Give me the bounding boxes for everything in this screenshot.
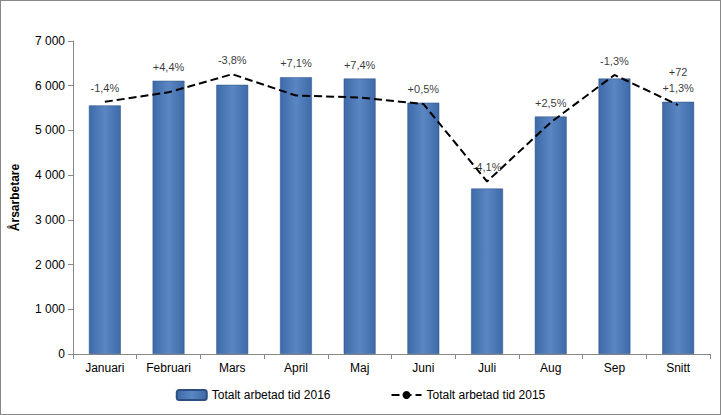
svg-text:5 000: 5 000 [35, 123, 65, 137]
svg-text:-1,4%: -1,4% [90, 82, 119, 94]
svg-text:Sep: Sep [604, 361, 626, 375]
svg-text:0: 0 [58, 347, 65, 361]
svg-text:-4,1%: -4,1% [473, 161, 502, 173]
svg-text:+1,3%: +1,3% [662, 82, 694, 94]
svg-text:Juni: Juni [412, 361, 434, 375]
svg-text:Snitt: Snitt [666, 361, 691, 375]
svg-text:Februari: Februari [146, 361, 191, 375]
svg-text:7 000: 7 000 [35, 34, 65, 48]
svg-text:-3,8%: -3,8% [218, 54, 247, 66]
svg-text:+72: +72 [669, 66, 688, 78]
svg-text:Totalt arbetad tid 2015: Totalt arbetad tid 2015 [427, 388, 546, 402]
svg-text:+7,1%: +7,1% [280, 57, 312, 69]
svg-text:+2,5%: +2,5% [535, 97, 567, 109]
svg-text:+4,4%: +4,4% [153, 61, 185, 73]
svg-text:1 000: 1 000 [35, 302, 65, 316]
svg-text:Årsarbetare: Årsarbetare [7, 163, 22, 231]
svg-text:6 000: 6 000 [35, 79, 65, 93]
svg-text:Aug: Aug [540, 361, 561, 375]
svg-text:Juli: Juli [478, 361, 496, 375]
svg-text:+7,4%: +7,4% [344, 59, 376, 71]
svg-text:2 000: 2 000 [35, 258, 65, 272]
svg-text:Januari: Januari [85, 361, 124, 375]
svg-text:+0,5%: +0,5% [408, 83, 440, 95]
svg-text:Maj: Maj [350, 361, 369, 375]
svg-text:April: April [284, 361, 308, 375]
svg-text:Totalt arbetad tid 2016: Totalt arbetad tid 2016 [212, 388, 331, 402]
svg-text:3 000: 3 000 [35, 213, 65, 227]
svg-text:-1,3%: -1,3% [600, 55, 629, 67]
svg-text:4 000: 4 000 [35, 168, 65, 182]
svg-text:Mars: Mars [219, 361, 246, 375]
